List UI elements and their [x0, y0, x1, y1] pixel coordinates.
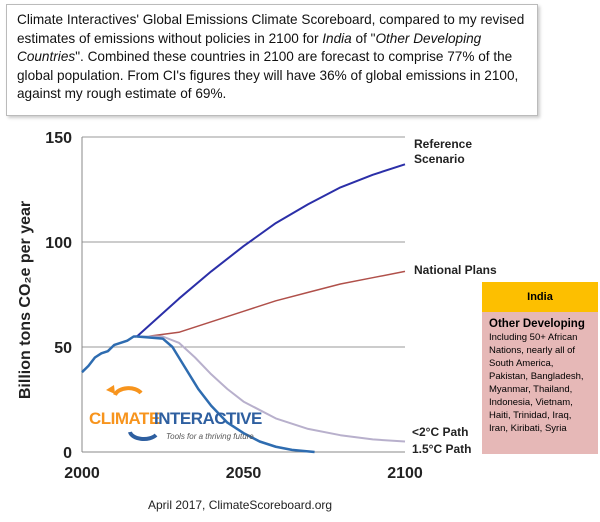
- caption-text: ". Combined these countries in 2100 are …: [17, 49, 519, 101]
- series-label-reference-2: Scenario: [414, 152, 465, 166]
- series-line-0: [81, 335, 137, 374]
- series-label-2c: <2°C Path: [412, 425, 468, 439]
- caption-italic: Other Developing Countries: [17, 30, 482, 65]
- caption-text: Climate Interactives' Global Emissions C…: [17, 12, 525, 46]
- series-label-reference: Reference: [414, 137, 472, 151]
- footer-source: April 2017, ClimateScoreboard.org: [148, 498, 333, 512]
- y-tick-label: 50: [54, 340, 72, 357]
- series-label-15c: 1.5°C Path: [412, 442, 471, 456]
- logo-text: CLIMATE: [89, 409, 160, 428]
- series-line-3: [136, 335, 406, 443]
- y-tick-label: 150: [45, 130, 72, 147]
- series-line-1: [136, 163, 406, 338]
- x-tick-label: 2050: [226, 465, 262, 482]
- logo-text: INTERACTIVE: [154, 409, 262, 428]
- region-title: Other Developing: [489, 318, 585, 330]
- y-tick-label: 0: [63, 445, 72, 462]
- series-label-national-plans: National Plans: [414, 263, 497, 277]
- region-countries: Including 50+ African Nations, nearly al…: [489, 332, 584, 434]
- x-tick-label: 2100: [387, 465, 423, 482]
- y-axis-label: Billion tons CO₂e per year: [17, 201, 34, 399]
- caption-box: Climate Interactives' Global Emissions C…: [6, 4, 538, 116]
- region-header: India: [482, 282, 598, 312]
- caption-italic: India: [322, 30, 352, 46]
- series-line-2: [136, 270, 406, 338]
- y-tick-label: 100: [45, 235, 72, 252]
- region-description: Other Developing Including 50+ African N…: [482, 312, 598, 454]
- logo-tagline: Tools for a thriving future: [166, 432, 254, 441]
- x-tick-label: 2000: [64, 465, 100, 482]
- caption-text: of ": [351, 30, 376, 46]
- region-legend-box: India Other Developing Including 50+ Afr…: [482, 282, 598, 454]
- series-line-4: [136, 335, 315, 454]
- climate-interactive-logo: CLIMATE INTERACTIVE Tools for a thriving…: [89, 385, 263, 441]
